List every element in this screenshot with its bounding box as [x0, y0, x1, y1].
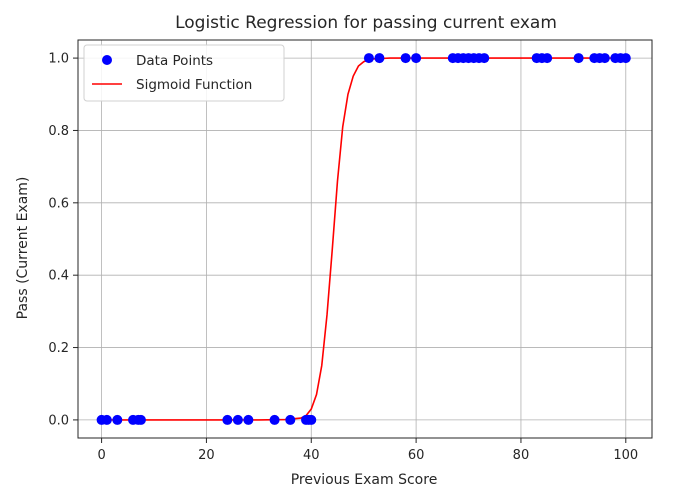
sigmoid-curve-layer [101, 57, 626, 421]
data-point [542, 53, 553, 64]
plot-frame [77, 39, 653, 439]
x-axis-ticks: 0 20 40 60 80 100 [97, 438, 638, 463]
y-tick-label: 0.0 [48, 413, 69, 428]
legend-box [83, 44, 285, 102]
data-point [306, 414, 317, 425]
x-axis-label: Previous Exam Score [291, 472, 438, 488]
data-point [620, 53, 631, 64]
data-point [222, 414, 233, 425]
legend: Data Points Sigmoid Function [83, 44, 285, 102]
data-point [411, 53, 422, 64]
x-tick-label: 80 [513, 448, 530, 463]
chart-title: Logistic Regression for passing current … [175, 13, 557, 33]
data-point [599, 53, 610, 64]
data-point [400, 53, 411, 64]
x-tick-label: 40 [303, 448, 320, 463]
data-points-layer [96, 53, 631, 425]
y-tick-label: 0.4 [48, 269, 69, 284]
data-point [285, 414, 296, 425]
data-point [135, 414, 146, 425]
y-axis-ticks: 0.0 0.2 0.4 0.6 0.8 1.0 [48, 52, 78, 428]
data-point [112, 414, 123, 425]
x-tick-label: 60 [408, 448, 425, 463]
data-point [232, 414, 243, 425]
data-point [479, 53, 490, 64]
legend-label-sigmoid-function: Sigmoid Function [136, 77, 252, 93]
y-tick-label: 0.2 [48, 341, 69, 356]
y-tick-label: 0.6 [48, 196, 69, 211]
data-point [243, 414, 254, 425]
x-tick-label: 0 [97, 448, 105, 463]
x-tick-label: 100 [613, 448, 638, 463]
data-point [269, 414, 280, 425]
y-axis-label: Pass (Current Exam) [15, 177, 31, 320]
sigmoid-function-line [101, 57, 626, 421]
data-point [363, 53, 374, 64]
data-point [573, 53, 584, 64]
legend-label-data-points: Data Points [136, 53, 213, 69]
data-point [101, 414, 112, 425]
y-tick-label: 0.8 [48, 124, 69, 139]
x-tick-label: 20 [198, 448, 215, 463]
data-point [374, 53, 385, 64]
legend-marker-data-points [102, 55, 112, 65]
y-tick-label: 1.0 [48, 52, 69, 67]
